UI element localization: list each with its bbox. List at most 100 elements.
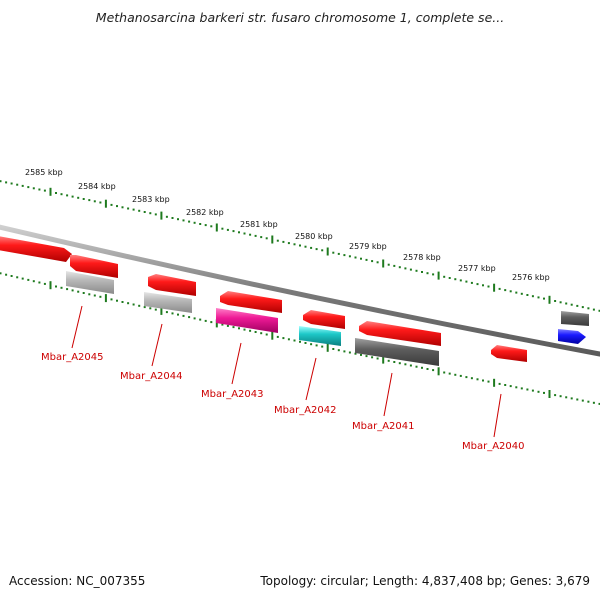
gene-feature-red[interactable] bbox=[220, 291, 282, 313]
outer-ring-minor-tick bbox=[221, 227, 224, 230]
inner-ring-minor-tick bbox=[487, 380, 490, 383]
outer-ring-minor-tick bbox=[443, 275, 446, 278]
inner-ring-minor-tick bbox=[276, 335, 279, 338]
label-leaders bbox=[71, 305, 502, 438]
gene-feature-lightgray[interactable] bbox=[144, 292, 192, 313]
leader-line bbox=[305, 357, 317, 401]
gene-labels: Mbar_A2045 Mbar_A2044 Mbar_A2043 Mbar_A2… bbox=[41, 352, 525, 452]
scale-label-2576: 2576 kbp bbox=[512, 273, 550, 282]
outer-ring-minor-tick bbox=[99, 201, 102, 204]
inner-ring-minor-tick bbox=[421, 366, 423, 369]
outer-ring-major-tick bbox=[493, 283, 496, 292]
inner-ring-minor-tick bbox=[71, 289, 74, 292]
gene-feature-red[interactable] bbox=[70, 255, 118, 278]
outer-ring-minor-tick bbox=[592, 308, 595, 311]
gene-feature-red[interactable] bbox=[0, 236, 72, 262]
outer-ring-minor-tick bbox=[598, 309, 600, 312]
outer-ring-minor-tick bbox=[27, 186, 30, 189]
inner-ring-minor-tick bbox=[149, 307, 152, 310]
inner-ring-minor-tick bbox=[293, 339, 296, 342]
outer-ring-minor-tick bbox=[570, 303, 573, 306]
scale-label-2583: 2583 kbp bbox=[132, 195, 170, 204]
gene-label-mbar-a2045[interactable]: Mbar_A2045 bbox=[41, 352, 104, 363]
inner-ring-minor-tick bbox=[465, 376, 468, 379]
gene-label-mbar-a2041[interactable]: Mbar_A2041 bbox=[352, 421, 415, 432]
inner-ring-minor-tick bbox=[260, 332, 263, 335]
inner-ring-minor-tick bbox=[138, 304, 141, 307]
outer-ring-minor-tick bbox=[531, 295, 534, 298]
gene-label-mbar-a2042[interactable]: Mbar_A2042 bbox=[274, 405, 337, 416]
inner-ring-minor-tick bbox=[82, 292, 85, 294]
scale-label-2580: 2580 kbp bbox=[295, 232, 333, 241]
inner-ring-minor-tick bbox=[10, 275, 13, 277]
inner-ring-minor-tick bbox=[171, 312, 174, 315]
accession-text: Accession: NC_007355 bbox=[9, 574, 146, 588]
outer-ring-minor-tick bbox=[376, 261, 379, 264]
inner-ring-minor-tick bbox=[77, 290, 80, 293]
outer-ring-minor-tick bbox=[55, 192, 57, 194]
outer-ring-minor-tick bbox=[171, 217, 174, 219]
outer-ring-minor-tick bbox=[193, 221, 196, 224]
inner-ring-minor-tick bbox=[365, 355, 368, 358]
gene-feature-red[interactable] bbox=[303, 310, 345, 329]
gene-feature-lightgray[interactable] bbox=[66, 271, 114, 294]
inner-ring-minor-tick bbox=[93, 294, 96, 297]
inner-ring-minor-tick bbox=[282, 337, 285, 340]
inner-ring-minor-tick bbox=[5, 273, 8, 276]
gene-feature-darkgray[interactable] bbox=[561, 311, 589, 326]
inner-ring-minor-tick bbox=[60, 286, 63, 289]
outer-ring-major-tick bbox=[326, 247, 329, 256]
inner-ring-minor-tick bbox=[204, 319, 207, 322]
outer-ring-minor-tick bbox=[487, 285, 490, 288]
gene-label-mbar-a2043[interactable]: Mbar_A2043 bbox=[201, 389, 264, 400]
outer-ring-minor-tick bbox=[498, 287, 501, 290]
inner-ring-major-tick bbox=[548, 390, 551, 398]
inner-ring-minor-tick bbox=[581, 399, 584, 402]
outer-ring-minor-tick bbox=[210, 225, 213, 228]
scale-labels: 2585 kbp 2584 kbp 2583 kbp 2582 kbp 2581… bbox=[25, 168, 550, 282]
gene-feature-cyan[interactable] bbox=[299, 326, 341, 346]
outer-ring-minor-tick bbox=[88, 199, 91, 202]
outer-ring-minor-tick bbox=[365, 258, 368, 261]
inner-ring-minor-tick bbox=[415, 365, 418, 368]
outer-ring-minor-tick bbox=[293, 243, 296, 246]
gene-feature-darkgray[interactable] bbox=[355, 338, 439, 366]
inner-ring-minor-tick bbox=[454, 373, 457, 376]
outer-ring-minor-tick bbox=[254, 234, 257, 237]
gene-label-mbar-a2040[interactable]: Mbar_A2040 bbox=[462, 441, 525, 452]
outer-ring-minor-tick bbox=[177, 218, 179, 221]
outer-ring-minor-tick bbox=[581, 306, 584, 309]
outer-ring-minor-tick bbox=[0, 180, 2, 183]
outer-ring-minor-tick bbox=[454, 278, 457, 281]
gene-label-mbar-a2044[interactable]: Mbar_A2044 bbox=[120, 371, 183, 382]
outer-ring-minor-tick bbox=[509, 290, 512, 293]
inner-ring-minor-tick bbox=[154, 308, 157, 311]
outer-ring-minor-tick bbox=[398, 266, 401, 269]
gene-feature-red[interactable] bbox=[491, 345, 527, 362]
outer-ring-minor-tick bbox=[299, 244, 301, 247]
outer-ring-minor-tick bbox=[21, 184, 24, 187]
gene-feature-blue[interactable] bbox=[558, 329, 586, 344]
inner-ring-minor-tick bbox=[299, 340, 301, 343]
outer-ring-minor-tick bbox=[182, 219, 185, 222]
inner-ring-minor-tick bbox=[371, 356, 374, 359]
inner-ring-minor-tick bbox=[254, 331, 257, 333]
outer-ring-minor-tick bbox=[249, 233, 252, 236]
scale-label-2582: 2582 kbp bbox=[186, 208, 224, 217]
inner-ring-minor-tick bbox=[592, 401, 595, 404]
leader-line bbox=[71, 305, 83, 349]
scale-label-2579: 2579 kbp bbox=[349, 242, 387, 251]
outer-ring-minor-tick bbox=[337, 252, 340, 255]
inner-ring-minor-tick bbox=[177, 313, 179, 316]
gene-feature-red[interactable] bbox=[359, 321, 441, 346]
outer-ring-minor-tick bbox=[143, 211, 146, 213]
gene-feature-red[interactable] bbox=[148, 274, 196, 296]
gene-feature-magenta[interactable] bbox=[216, 308, 278, 333]
inner-ring-minor-tick bbox=[210, 321, 213, 324]
inner-ring-minor-tick bbox=[598, 402, 600, 405]
outer-ring-minor-tick bbox=[38, 188, 41, 191]
inner-ring-minor-tick bbox=[249, 329, 252, 332]
outer-ring-minor-tick bbox=[82, 198, 85, 200]
scale-label-2577: 2577 kbp bbox=[458, 264, 496, 273]
